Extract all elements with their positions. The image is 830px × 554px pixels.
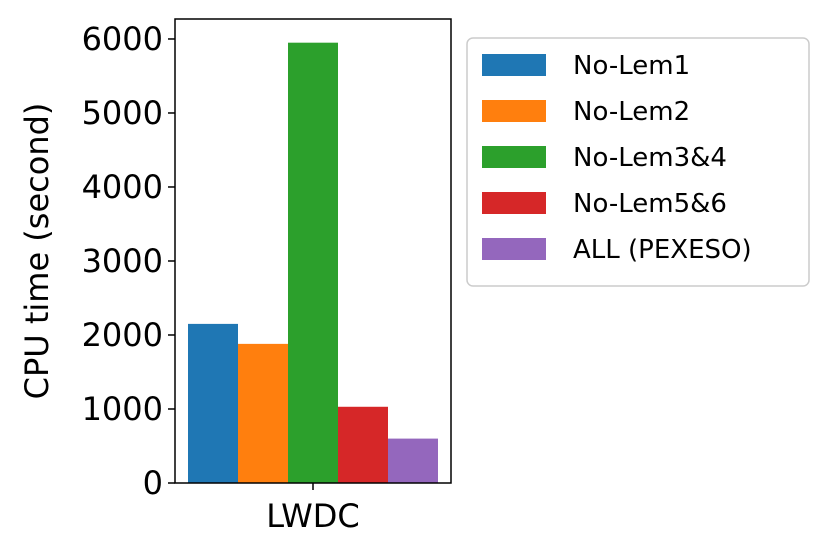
bar-no-lem5-6 [338,406,388,483]
y-axis-title: CPU time (second) [18,103,56,400]
y-tick-label: 3000 [82,242,163,280]
y-tick-label: 0 [143,464,163,502]
legend-label: ALL (PEXESO) [573,235,752,265]
legend-label: No-Lem5&6 [573,189,727,219]
x-axis: LWDC [266,483,360,535]
legend-label: No-Lem1 [573,51,690,81]
legend-swatch [482,100,546,122]
x-tick-label: LWDC [266,497,360,535]
legend-items: No-Lem1 No-Lem2 No-Lem3&4 No-Lem5&6 ALL (PEX… [482,51,752,265]
bars-group [188,42,438,483]
legend-label: No-Lem2 [573,97,690,127]
y-tick-label: 4000 [82,168,163,206]
y-tick-label: 6000 [82,20,163,58]
legend-swatch [482,238,546,260]
bar-no-lem3-4 [288,42,338,483]
legend: No-Lem1 No-Lem2 No-Lem3&4 No-Lem5&6 ALL (PEX… [466,37,810,287]
y-tick-label: 1000 [82,390,163,428]
legend-swatch [482,192,546,214]
y-axis-ticks: 0 1000 2000 3000 4000 5000 6000 [82,20,175,502]
bar-all-pexeso [388,438,438,483]
legend-swatch [482,54,546,76]
legend-label: No-Lem3&4 [573,143,727,173]
y-tick-label: 2000 [82,316,163,354]
y-tick-label: 5000 [82,94,163,132]
legend-swatch [482,146,546,168]
legend-frame [466,37,810,287]
bar-no-lem1 [188,323,238,483]
bar-no-lem2 [238,343,288,483]
